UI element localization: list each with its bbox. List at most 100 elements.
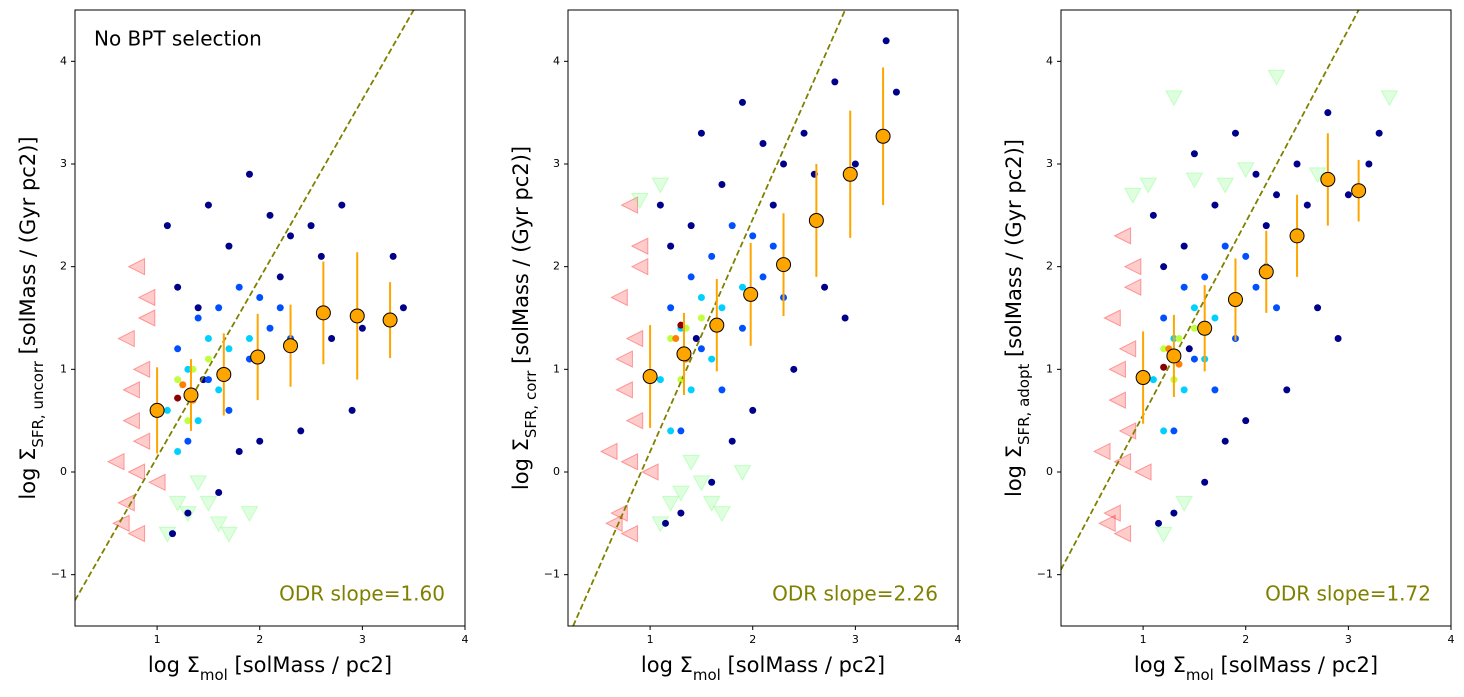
label-part: log Σ — [16, 448, 40, 500]
point — [738, 98, 746, 106]
point — [338, 201, 346, 209]
point — [179, 381, 187, 389]
point — [759, 273, 767, 281]
y-tick-label: 0 — [1046, 465, 1053, 478]
upper-limit — [1123, 187, 1142, 204]
upper-limit — [132, 360, 151, 379]
point — [656, 201, 664, 209]
point — [204, 201, 212, 209]
label-part: [solMass / (Gyr pc2)] — [509, 146, 533, 371]
point — [235, 283, 243, 291]
point — [718, 386, 726, 394]
upper-limit — [127, 463, 146, 481]
point — [184, 509, 192, 517]
point — [1334, 335, 1342, 343]
point — [1160, 363, 1168, 371]
point — [1221, 242, 1229, 250]
point — [1262, 222, 1270, 230]
point — [184, 365, 192, 373]
point — [297, 427, 305, 435]
point — [769, 242, 777, 250]
x-tick-label: 1 — [154, 633, 161, 646]
point — [1160, 263, 1168, 271]
point — [215, 489, 223, 497]
upper-limit — [1154, 526, 1173, 543]
y-tick-label: 2 — [553, 260, 560, 273]
axes-frame — [1060, 9, 1452, 627]
upper-limit — [1103, 504, 1121, 522]
binned-point — [349, 308, 365, 324]
upper-limit — [1113, 524, 1132, 543]
point — [389, 252, 397, 260]
point — [790, 365, 798, 373]
point — [169, 530, 176, 538]
point — [1190, 324, 1198, 332]
label-part: log Σ — [641, 653, 693, 677]
point — [708, 252, 716, 260]
upper-limit — [605, 514, 623, 533]
point — [1190, 150, 1198, 158]
point — [1273, 304, 1281, 312]
fit-line — [75, 10, 415, 601]
binned-point — [875, 128, 891, 144]
point — [677, 321, 685, 329]
y-tick-label: 1 — [60, 362, 67, 375]
fit-line — [1061, 10, 1360, 570]
y-tick-label: 2 — [60, 260, 67, 273]
point — [266, 211, 274, 219]
axes-frame — [567, 9, 959, 627]
point — [718, 304, 726, 312]
point — [1160, 427, 1168, 435]
point — [759, 139, 767, 147]
point — [358, 324, 366, 332]
binned-point — [183, 387, 199, 403]
point — [692, 335, 700, 343]
upper-limit — [625, 329, 644, 348]
point — [399, 304, 407, 312]
label-part: [solMass / pc2] — [1214, 653, 1378, 677]
y-tick-label: 4 — [1046, 54, 1053, 67]
binned-point — [250, 349, 266, 365]
x-tick-label: 4 — [955, 633, 962, 646]
label-part: [solMass / pc2] — [721, 653, 885, 677]
upper-limit — [610, 288, 628, 307]
point — [697, 129, 705, 137]
binned-point — [709, 317, 725, 333]
label-sub: mol — [693, 666, 721, 684]
binned-point — [216, 366, 232, 382]
point — [204, 376, 212, 384]
binned-point — [315, 305, 331, 321]
point — [204, 355, 212, 363]
point — [672, 335, 680, 343]
x-tick-label: 3 — [1345, 633, 1352, 646]
upper-limit — [620, 196, 639, 214]
y-axis-label: log ΣSFR, adopt [solMass / (Gyr pc2)] — [1002, 139, 1033, 497]
fit-line — [572, 10, 846, 626]
upper-limit — [620, 452, 639, 471]
upper-limit — [625, 411, 644, 430]
point — [667, 304, 675, 312]
y-tick-label: 1 — [1046, 362, 1053, 375]
point — [677, 427, 685, 435]
binned-point — [842, 166, 858, 182]
point — [1242, 417, 1250, 425]
x-tick-label: 3 — [359, 633, 366, 646]
binned-point — [1166, 348, 1182, 364]
binned-point — [1135, 370, 1151, 386]
point — [1149, 211, 1157, 219]
y-axis-label: log ΣSFR, corr [solMass / (Gyr pc2)] — [509, 146, 540, 490]
point — [256, 437, 264, 445]
upper-limit — [122, 381, 140, 399]
upper-limit — [1118, 422, 1137, 440]
upper-limit — [682, 454, 701, 471]
point — [687, 273, 695, 281]
point — [184, 417, 192, 425]
point — [194, 304, 202, 312]
upper-limit — [147, 473, 166, 492]
point — [667, 242, 675, 250]
point — [718, 181, 726, 189]
upper-limit — [1175, 495, 1194, 512]
point — [1344, 191, 1352, 199]
point — [697, 345, 705, 353]
